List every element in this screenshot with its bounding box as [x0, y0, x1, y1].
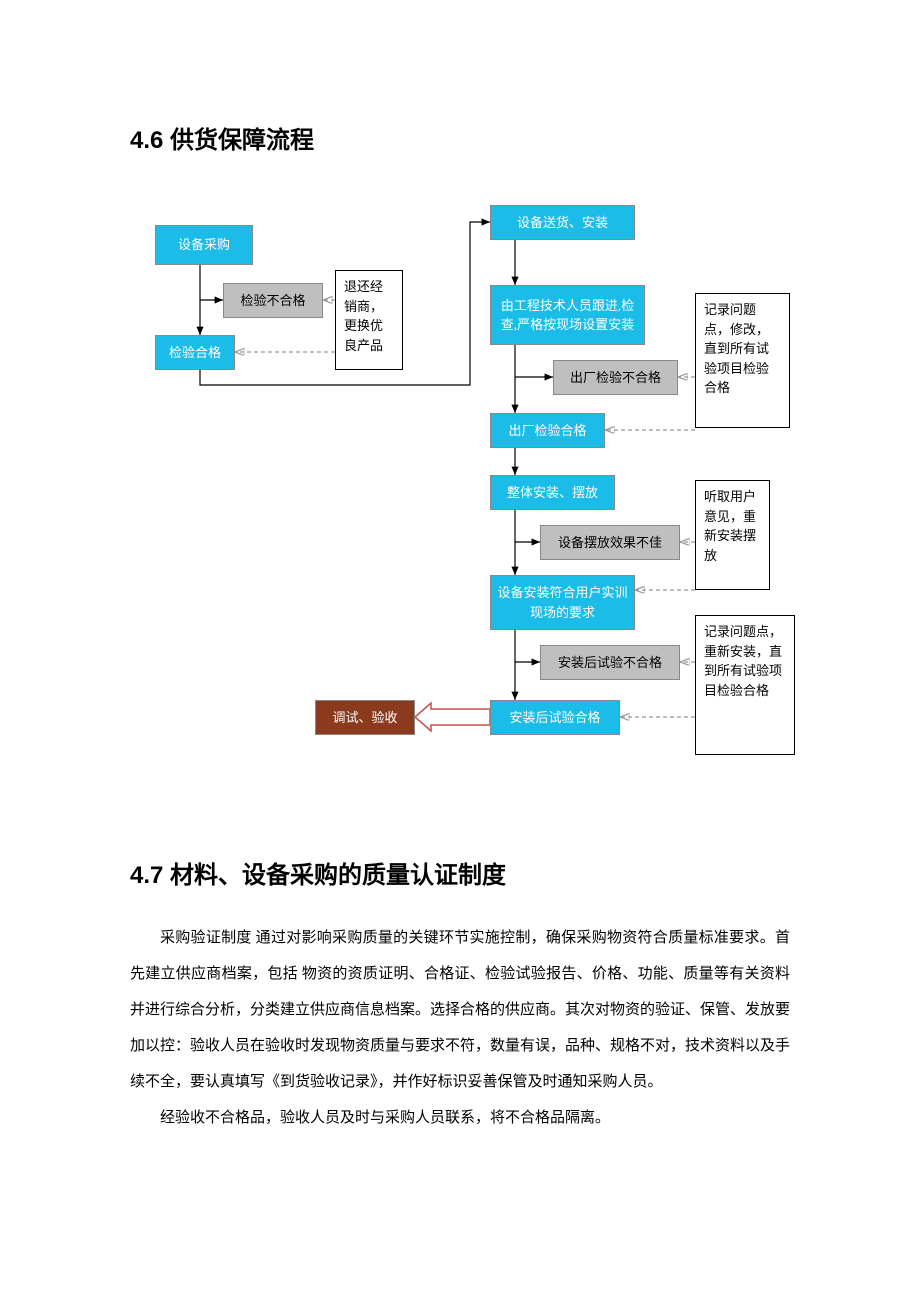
- flowchart-node-n2: 检验不合格: [223, 283, 323, 318]
- flowchart-node-n8: 出厂检验合格: [490, 413, 605, 448]
- flowchart-node-n3: 检验合格: [155, 335, 235, 370]
- flowchart-node-n12: 设备安装符合用户实训现场的要求: [490, 575, 635, 630]
- flowchart-node-n13: 听取用户意见，重新安装摆放: [695, 480, 770, 590]
- paragraph-1: 采购验证制度 通过对影响采购质量的关键环节实施控制，确保采购物资符合质量标准要求…: [130, 920, 790, 1100]
- section-heading-4-7: 4.7 材料、设备采购的质量认证制度: [130, 855, 790, 890]
- flowchart-node-n14: 安装后试验不合格: [540, 645, 680, 680]
- flowchart-node-n11: 设备摆放效果不佳: [540, 525, 680, 560]
- flowchart-node-n6: 由工程技术人员跟进,检查,严格按现场设置安装: [490, 285, 645, 345]
- flowchart-node-n5: 设备送货、安装: [490, 205, 635, 240]
- paragraph-2: 经验收不合格品，验收人员及时与采购人员联系，将不合格品隔离。: [130, 1100, 790, 1136]
- flowchart-node-n9: 记录问题点，修改，直到所有试验项目检验合格: [695, 293, 790, 428]
- flowchart-node-n7: 出厂检验不合格: [553, 360, 678, 395]
- flowchart-node-n1: 设备采购: [155, 225, 253, 265]
- flowchart-container: 设备采购检验不合格检验合格 退还经销商，更换优良产品 设备送货、安装由工程技术人员跟…: [140, 185, 800, 805]
- flowchart-node-n17: 调试、验收: [315, 700, 415, 735]
- section-heading-4-6: 4.6 供货保障流程: [130, 120, 790, 155]
- flowchart-node-n15: 安装后试验合格: [490, 700, 620, 735]
- flowchart-node-n16: 记录问题点，重新安装，直到所有试验项目检验合格: [695, 615, 795, 755]
- flowchart-node-n4: 退还经销商，更换优良产品: [335, 270, 403, 370]
- flowchart-node-n10: 整体安装、摆放: [490, 475, 615, 510]
